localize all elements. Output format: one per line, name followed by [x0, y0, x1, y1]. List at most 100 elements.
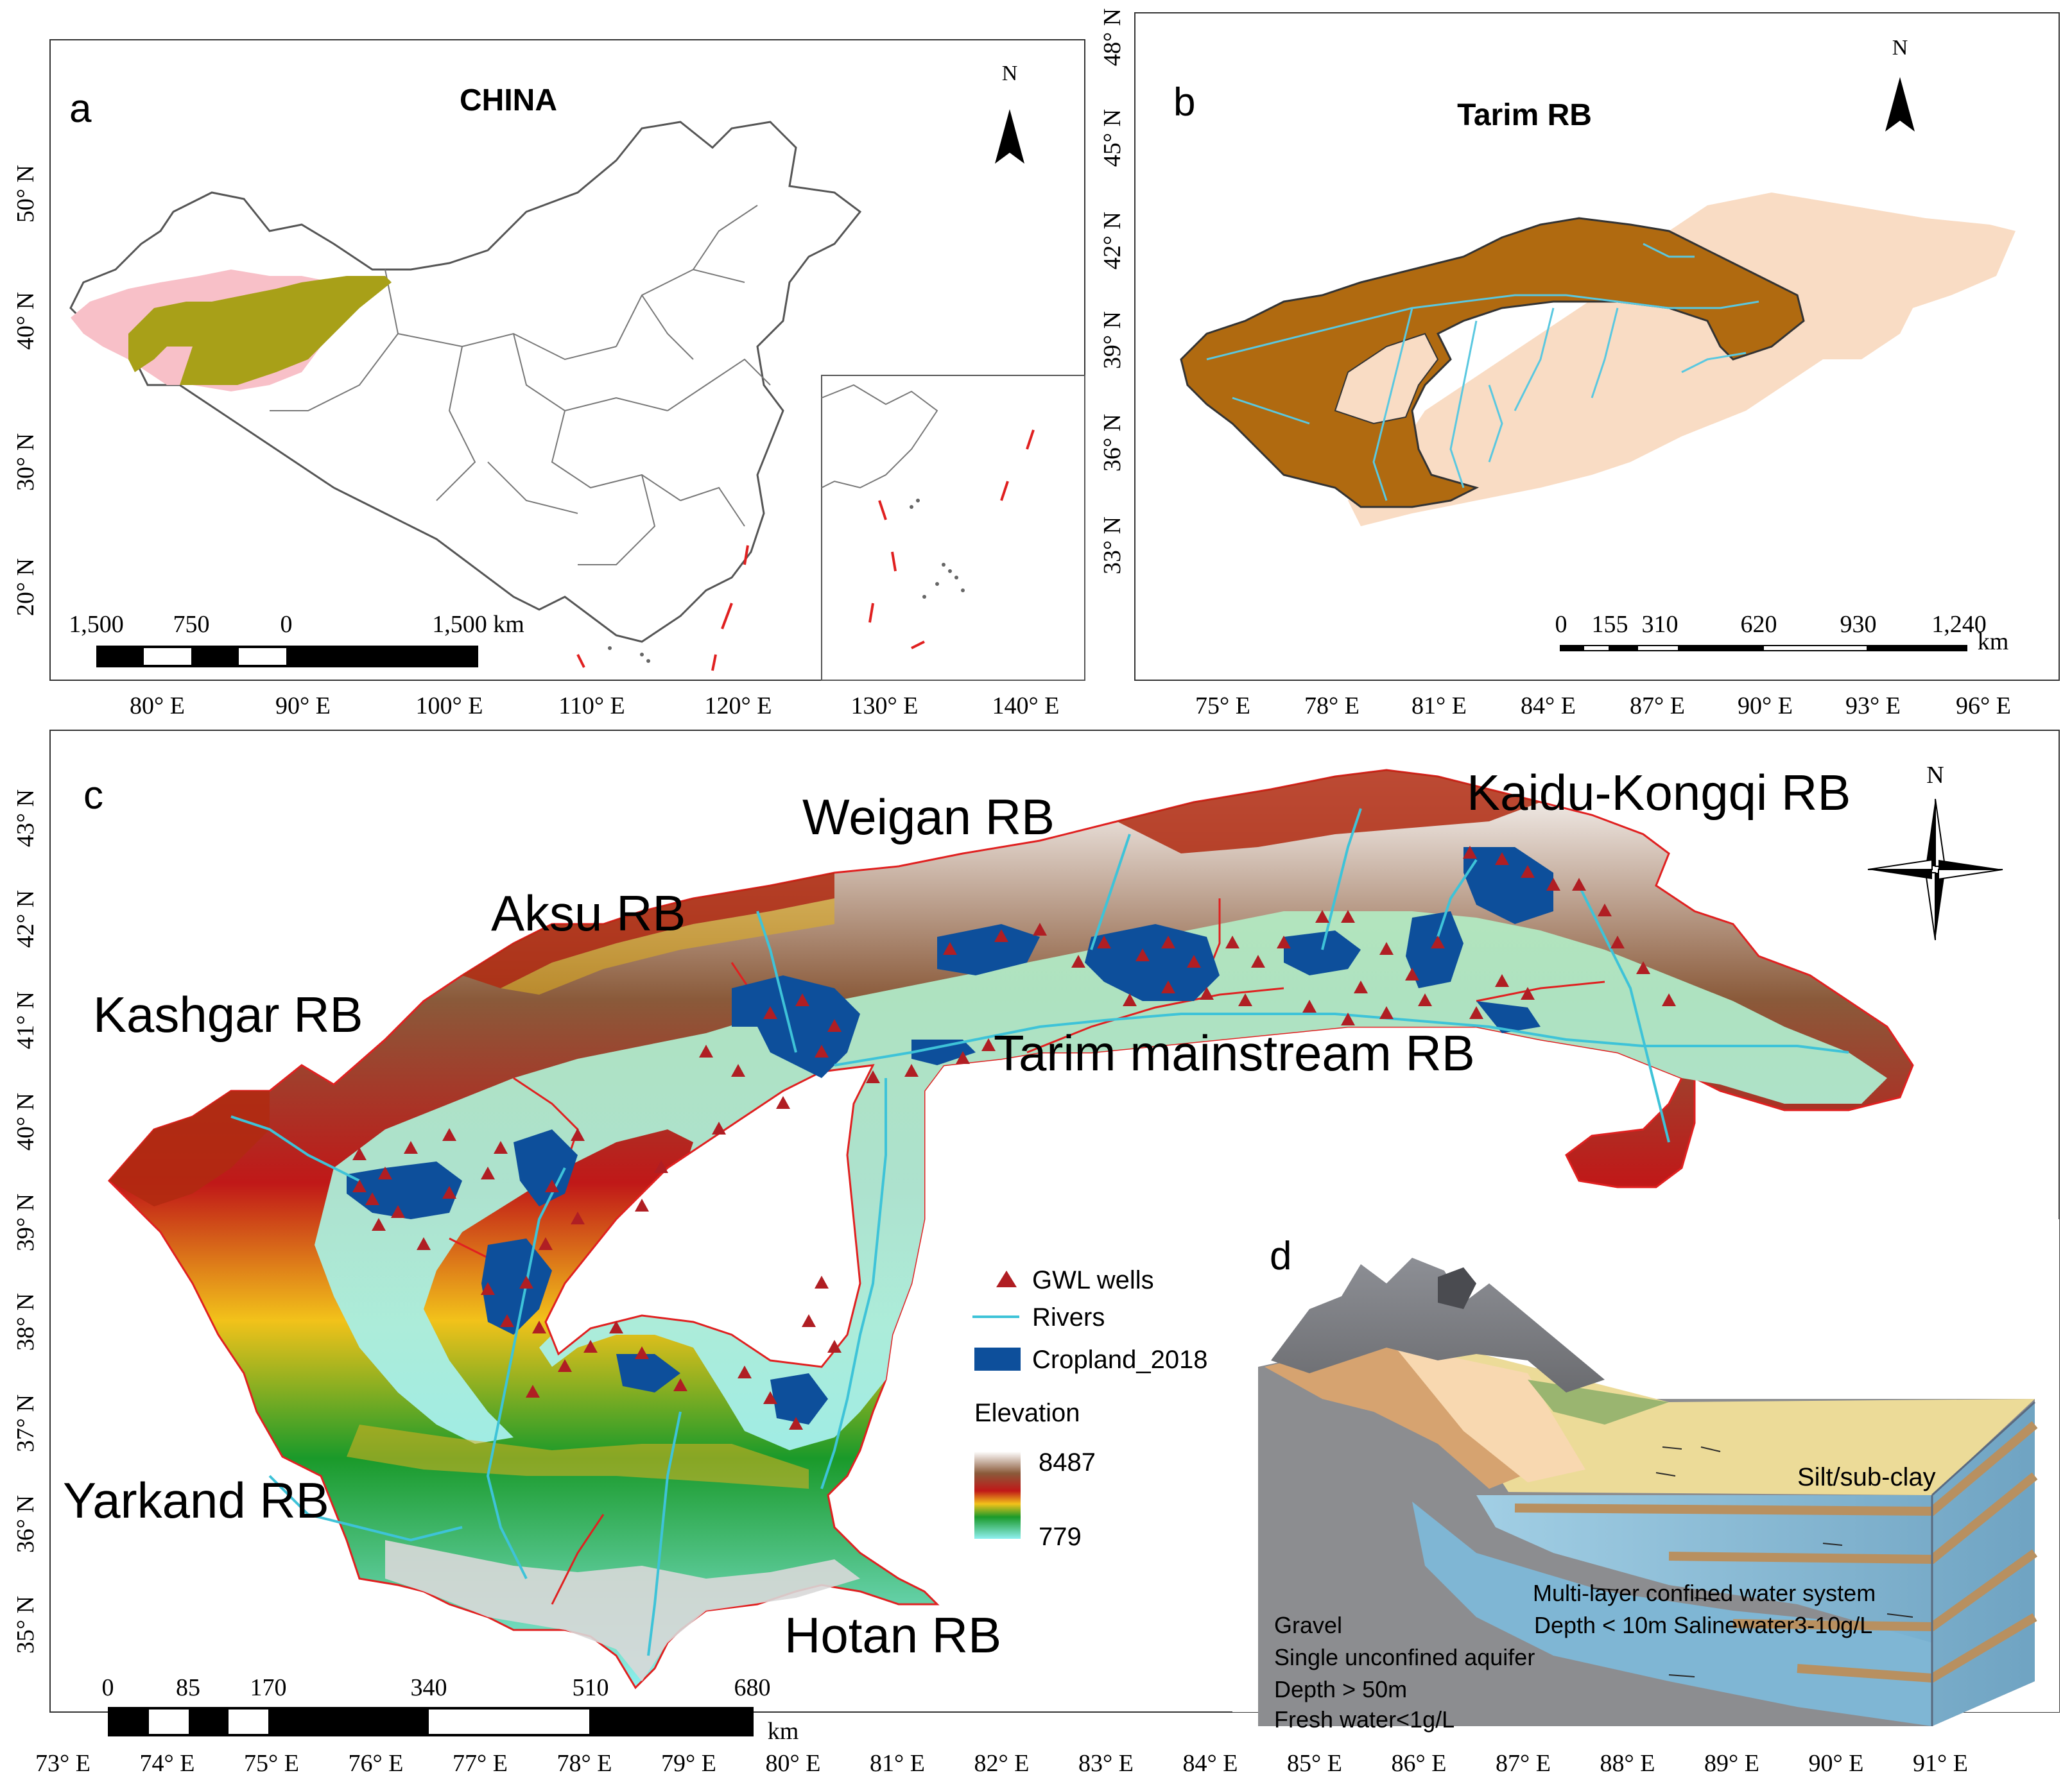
gwl-well-marker: [609, 1321, 623, 1333]
lat-label: 37° N: [12, 1394, 39, 1452]
scale-label: 0: [1555, 611, 1567, 638]
gwl-well-marker: [1572, 878, 1586, 891]
legend-cropland: Cropland_2018: [1032, 1346, 1208, 1374]
basin-label-tarim-mainstream: Tarim mainstream RB: [994, 1025, 1475, 1081]
legend-elevation-ramp: [974, 1452, 1021, 1539]
lat-label: 40° N: [12, 292, 39, 350]
scale-label: 1,500 km: [432, 611, 524, 638]
gwl-well-marker: [1123, 993, 1137, 1006]
legend-well-icon: [996, 1271, 1017, 1287]
gwl-well-marker: [481, 1167, 495, 1179]
panel-c-letter: c: [83, 773, 103, 818]
lon-label: 88° E: [1600, 1750, 1655, 1777]
scale-label: 1,500: [69, 611, 124, 638]
panel-b-letter: b: [1173, 80, 1195, 124]
high-mountain-snow: [385, 1540, 860, 1681]
panel-a-letter: a: [69, 87, 92, 131]
panel-d: d Silt/sub-clay Multi-layer confi: [1232, 1219, 2059, 1733]
gwl-well-marker: [1200, 987, 1214, 1000]
panel-a-north-arrow: [995, 109, 1024, 164]
gwl-well-marker: [956, 1051, 970, 1064]
gwl-well-marker: [699, 1045, 713, 1058]
gwl-well-marker: [815, 1045, 829, 1058]
gwl-well-marker: [904, 1064, 919, 1077]
panel-a-frame: [49, 39, 1085, 681]
scale-label: 750: [173, 611, 210, 638]
gwl-well-marker: [481, 1282, 495, 1295]
lat-label: 40° N: [12, 1093, 39, 1151]
lat-label: 20° N: [12, 558, 39, 616]
lon-label: 90° E: [275, 692, 331, 719]
label-gravel-1: Gravel: [1274, 1612, 1342, 1638]
scale-label: 340: [411, 1674, 447, 1701]
gwl-well-marker: [1097, 936, 1111, 948]
legend-wells: GWL wells: [1032, 1266, 1154, 1294]
gwl-well-marker: [1187, 955, 1201, 968]
panel-b-scale-bar: [1560, 645, 1967, 651]
gwl-well-marker: [1418, 993, 1432, 1006]
lon-label: 86° E: [1392, 1750, 1447, 1777]
panel-c-scale-bar: [108, 1707, 754, 1736]
gwl-well-marker: [1341, 1013, 1355, 1025]
lat-label: 42° N: [12, 890, 39, 948]
lon-label: 74° E: [140, 1750, 195, 1777]
gwl-well-marker: [571, 1128, 585, 1141]
gwl-well-marker: [391, 1205, 405, 1218]
gwl-well-marker: [776, 1096, 790, 1109]
gravel-fan: [1265, 1341, 1553, 1489]
panel-a: N a CHINA 1,500 750 0 1,500 km 50° N 40° …: [12, 39, 1085, 719]
panel-b-north-label: N: [1892, 36, 1908, 60]
lon-label: 140° E: [992, 692, 1060, 719]
lon-label: 110° E: [558, 692, 625, 719]
gwl-well-marker: [571, 1212, 585, 1224]
gwl-well-marker: [352, 1179, 367, 1192]
gwl-well-marker: [1521, 865, 1535, 878]
panel-c-compass: [1867, 798, 2003, 941]
lon-label: 78° E: [1304, 692, 1360, 719]
panel-c-legend: GWL wells Rivers Cropland_2018 Elevation…: [972, 1266, 1208, 1551]
gwl-well-marker: [1463, 846, 1477, 859]
gwl-well-marker: [635, 1346, 649, 1359]
gwl-well-marker: [789, 1417, 803, 1430]
gwl-well-marker: [1277, 936, 1291, 948]
south-china-sea-inset: [821, 375, 1085, 681]
panel-a-scale-labels: 1,500 750 0 1,500 km: [69, 611, 524, 638]
gwl-well-marker: [763, 1006, 777, 1019]
vegetation-strip: [1528, 1380, 1669, 1425]
gwl-well-marker: [404, 1141, 418, 1154]
gwl-well-marker: [1662, 993, 1676, 1006]
gwl-well-marker: [1431, 936, 1445, 948]
gwl-well-marker: [1238, 993, 1252, 1006]
gwl-well-marker: [1469, 1006, 1483, 1019]
mountain-belt: [109, 770, 1541, 1206]
lat-label: 30° N: [12, 433, 39, 491]
gwl-well-marker: [1495, 852, 1509, 865]
gwl-well-marker: [372, 1218, 386, 1231]
gwl-well-marker: [712, 1122, 726, 1135]
gwl-well-marker: [365, 1192, 379, 1205]
gwl-well-marker: [827, 1340, 842, 1353]
gwl-well-marker: [1033, 923, 1047, 936]
gwl-well-marker: [731, 1064, 745, 1077]
gwl-well-marker: [519, 1276, 533, 1289]
confined-aquifer: [1476, 1402, 2035, 1726]
lon-label: 85° E: [1287, 1750, 1342, 1777]
lat-label: 35° N: [12, 1596, 39, 1654]
gwl-well-marker: [1135, 948, 1150, 961]
legend-elevation-title: Elevation: [974, 1399, 1080, 1427]
panel-b-scale-labels: 0 155 310 620 930 1,240 km: [1555, 611, 2009, 655]
lon-label: 81° E: [870, 1750, 925, 1777]
lon-label: 81° E: [1412, 692, 1467, 719]
gwl-well-marker: [1610, 936, 1625, 948]
lon-label: 87° E: [1630, 692, 1685, 719]
basin-label-weigan: Weigan RB: [802, 789, 1055, 845]
basin-label-hotan: Hotan RB: [784, 1607, 1001, 1663]
scale-label: 930: [1840, 611, 1877, 638]
lon-label: 96° E: [1956, 692, 2011, 719]
gwl-well-marker: [1341, 910, 1355, 923]
panel-a-north-label: N: [1002, 62, 1018, 85]
gwl-well-marker: [866, 1070, 880, 1083]
gwl-well-marker: [1354, 981, 1368, 993]
panel-b-frame: [1134, 12, 2060, 681]
gwl-well-marker: [1161, 936, 1175, 948]
